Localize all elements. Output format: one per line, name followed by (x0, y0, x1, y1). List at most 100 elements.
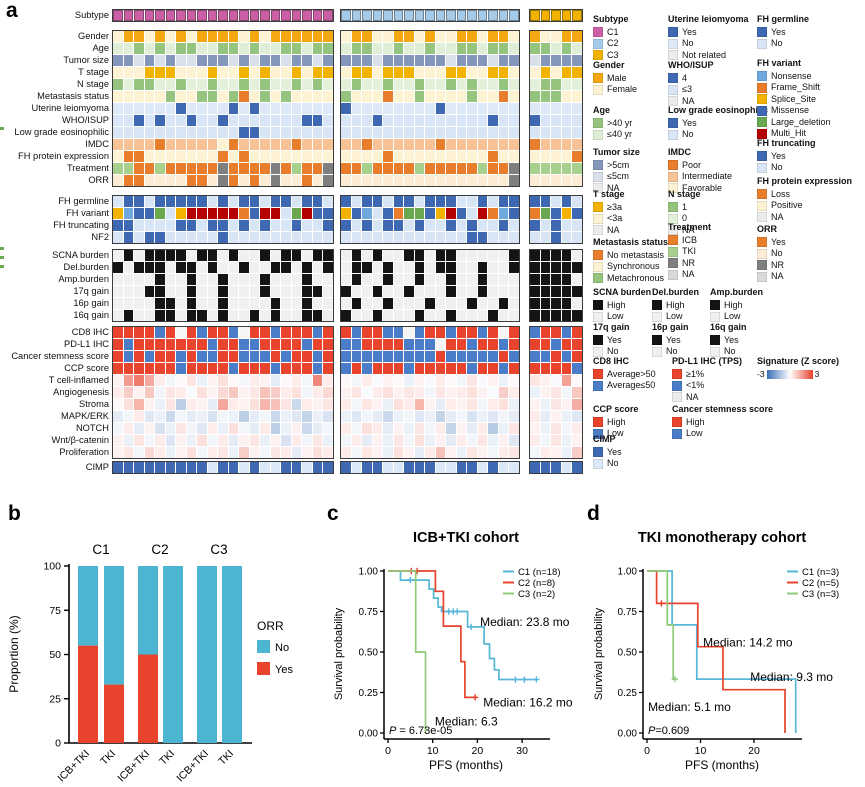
heatmap-cell (270, 435, 280, 446)
heatmap-cell (144, 339, 154, 350)
heatmap-cell (134, 411, 144, 422)
legend-swatch (672, 392, 682, 403)
heatmap-cell (509, 274, 519, 285)
b-ytick-label: 75 (49, 605, 61, 617)
heatmap-cell (372, 423, 382, 434)
heatmap-cell (551, 399, 561, 410)
heatmap-cell (228, 31, 238, 42)
heatmap-cell (260, 250, 270, 261)
heatmap-cell (572, 31, 582, 42)
panel-label-a: a (6, 0, 18, 22)
heatmap-cell (197, 274, 207, 285)
legend-group-tstage: T stage ≥3a <3a NA (593, 189, 625, 236)
heatmap-cell (572, 163, 582, 174)
heatmap-cell (228, 139, 238, 150)
legend-item: Poor (668, 160, 732, 172)
heatmap-cell (372, 55, 382, 66)
heatmap-cell (249, 208, 259, 219)
legend-title: Low grade eosinophilic (668, 105, 769, 115)
heatmap-cell (351, 67, 361, 78)
heatmap-cell (291, 31, 301, 42)
heatmap-cell (414, 232, 424, 243)
heatmap-cell (477, 31, 487, 42)
heatmap-cell (456, 43, 466, 54)
legend-item-label: Male (607, 72, 627, 83)
heatmap-cell (456, 351, 466, 362)
heatmap-cell (435, 286, 445, 297)
heatmap-cell (207, 91, 217, 102)
legend-item: Nonsense (757, 71, 831, 83)
heatmap-cell (113, 447, 123, 458)
heatmap-cell (425, 435, 435, 446)
legend-group-g16p: 16p gain Yes No (652, 322, 689, 358)
heatmap-cell (155, 339, 165, 350)
heatmap-cell (498, 423, 508, 434)
heatmap-cell (414, 375, 424, 386)
heatmap-cell (312, 139, 322, 150)
heatmap-cell (207, 127, 217, 138)
heatmap-cell (530, 447, 540, 458)
heatmap-cell (488, 387, 498, 398)
heatmap-cell (113, 67, 123, 78)
heatmap-cell (113, 298, 123, 309)
heatmap-cell (351, 250, 361, 261)
heatmap-cell (446, 435, 456, 446)
heatmap-cell (467, 262, 477, 273)
b-ytick-label: 25 (49, 693, 61, 705)
heatmap-cell (144, 411, 154, 422)
heatmap-cell (372, 262, 382, 273)
heatmap-cell (488, 196, 498, 207)
legend-title: IMDC (668, 147, 691, 157)
legend-swatch (652, 335, 662, 346)
heatmap-cell (435, 375, 445, 386)
heatmap-cell (144, 274, 154, 285)
legend-group-met: Metastasis status No metastasis Synchronou… (593, 237, 668, 284)
heatmap-cell (351, 399, 361, 410)
legend-item-label: Yes (682, 117, 697, 128)
heatmap-cell (186, 139, 196, 150)
km-legend-label: C3 (n=3) (802, 589, 839, 600)
heatmap-cell (351, 339, 361, 350)
heatmap-cell (197, 250, 207, 261)
legend-swatch (593, 213, 603, 224)
heatmap-cell (134, 163, 144, 174)
heatmap-cell (467, 127, 477, 138)
heatmap-cell (456, 139, 466, 150)
heatmap-cell (561, 163, 571, 174)
heatmap-cell (551, 220, 561, 231)
heatmap-cell (228, 399, 238, 410)
heatmap-cell (551, 79, 561, 90)
heatmap-cell (341, 67, 351, 78)
heatmap-cell (446, 327, 456, 338)
legend-title: Treatment (668, 222, 712, 232)
heatmap-cell (123, 175, 133, 186)
heatmap-cell (281, 163, 291, 174)
legend-swatch (757, 271, 767, 282)
heatmap-cell (176, 151, 186, 162)
heatmap-cell (551, 310, 561, 321)
legend-item: Yes (668, 27, 749, 39)
heatmap-cell (551, 339, 561, 350)
heatmap-cell (312, 175, 322, 186)
heatmap-cell (446, 196, 456, 207)
heatmap-cell (218, 115, 228, 126)
heatmap-cell (249, 103, 259, 114)
heatmap-cell (270, 298, 280, 309)
heatmap-cell (186, 115, 196, 126)
heatmap-cell (123, 196, 133, 207)
heatmap-cell (186, 220, 196, 231)
heatmap-cell (425, 55, 435, 66)
heatmap-cell (467, 327, 477, 338)
heatmap-cell (351, 232, 361, 243)
left-edge-mark (0, 256, 4, 259)
legend-item-label: Loss (771, 188, 791, 199)
heatmap-cell (488, 423, 498, 434)
heatmap-cell (561, 91, 571, 102)
heatmap-cell (207, 298, 217, 309)
heatmap-cell (372, 115, 382, 126)
legend-group-orr: ORR Yes No NR NA (757, 224, 786, 283)
legend-swatch (593, 261, 603, 272)
heatmap-cell (540, 115, 550, 126)
heatmap-cell (404, 208, 414, 219)
heatmap-cell (134, 55, 144, 66)
